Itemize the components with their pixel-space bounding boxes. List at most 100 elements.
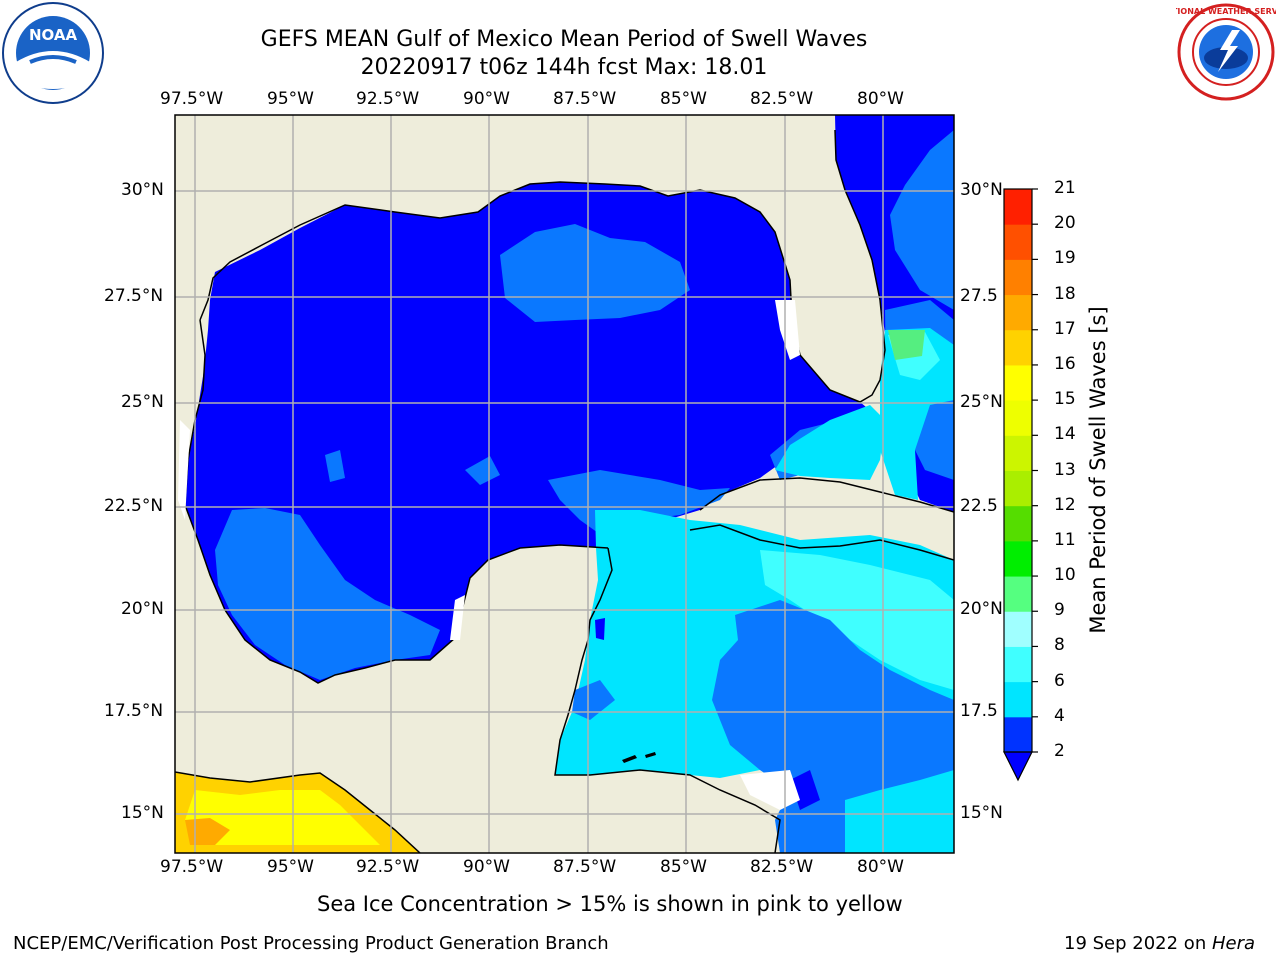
nodata-mexico-coast <box>178 420 190 520</box>
footer-timestamp: 19 Sep 2022 on Hera <box>1064 933 1255 954</box>
noaa-logo: NOAA <box>0 0 106 106</box>
colorbar-segment <box>1004 435 1032 471</box>
colorbar-tick-label: 13 <box>1054 459 1076 480</box>
sea-ice-note: Sea Ice Concentration > 15% is shown in … <box>317 892 903 916</box>
colorbar-segment <box>1004 716 1032 753</box>
pacific-yellow <box>185 790 380 845</box>
gulf-ocean <box>185 182 872 683</box>
caribbean-light <box>760 550 954 690</box>
caribbean-islands <box>622 752 656 763</box>
atlantic-patch-1 <box>890 130 954 310</box>
lon-label-top: 80°W <box>857 89 904 109</box>
colorbar-extend-arrow <box>1003 751 1033 782</box>
lat-label-left: 22.5°N <box>104 496 164 516</box>
yucatan-coastline <box>554 547 781 853</box>
colorbar-tick-label: 12 <box>1054 494 1076 515</box>
lat-label-left: 30°N <box>121 180 164 200</box>
lat-label-left: 20°N <box>121 599 164 619</box>
bahamas-cyan <box>880 328 954 500</box>
lat-label-left: 27.5°N <box>104 286 164 306</box>
pacific-coastline <box>175 771 421 853</box>
nws-logo-text: NATIONAL WEATHER SERVICE <box>1176 7 1276 16</box>
colorbar-tick-label: 18 <box>1054 283 1076 304</box>
colorbar-tick-label: 14 <box>1054 424 1076 445</box>
colorbar-segment <box>1004 540 1032 577</box>
colorbar-tick-label: 11 <box>1054 529 1076 550</box>
colorbar-tick-label: 17 <box>1054 318 1076 339</box>
lon-label-top: 97.5°W <box>160 89 224 109</box>
lat-label-right: 25°N <box>960 392 1003 412</box>
gulf-patch-west <box>215 508 440 680</box>
colorbar-segment <box>1004 611 1032 647</box>
colorbar-title-text: Mean Period of Swell Waves [s] <box>1086 306 1110 634</box>
colorbar-segment <box>1004 294 1032 331</box>
colorbar-tick-label: 9 <box>1054 600 1065 621</box>
lon-label-top: 95°W <box>267 89 314 109</box>
svg-text:NOAA: NOAA <box>29 26 78 44</box>
lon-label-bottom: 92.5°W <box>356 857 420 877</box>
lon-label-top: 90°W <box>463 89 510 109</box>
colorbar-tick-label: 16 <box>1054 353 1076 374</box>
lon-label-top: 82.5°W <box>750 89 814 109</box>
footer-date: 19 Sep 2022 on <box>1064 933 1212 954</box>
colorbar-tick-label: 21 <box>1054 178 1076 198</box>
gulf-patch-center <box>325 450 345 482</box>
colorbar-segment <box>1004 646 1032 683</box>
colorbar-segment <box>1004 400 1032 436</box>
lon-label-top: 87.5°W <box>553 89 617 109</box>
nodata-florida <box>775 300 800 360</box>
lat-label-right: 22.5 <box>960 496 998 516</box>
lon-label-top: 85°W <box>660 89 707 109</box>
nodata-yucatan <box>450 595 465 640</box>
colorbar-tick-label: 20 <box>1054 213 1076 234</box>
chart-subtitle: 20220917 t06z 144h fcst Max: 18.01 <box>360 55 768 80</box>
map-grid <box>175 115 954 853</box>
map-frame <box>174 114 955 854</box>
lon-label-bottom: 97.5°W <box>160 857 224 877</box>
chart-title: GEFS MEAN Gulf of Mexico Mean Period of … <box>260 27 868 52</box>
lon-label-bottom: 80°W <box>857 857 904 877</box>
lon-label-top: 92.5°W <box>356 89 420 109</box>
lon-label-bottom: 95°W <box>267 857 314 877</box>
lat-label-right: 20°N <box>960 599 1003 619</box>
colorbar-tick-label: 8 <box>1054 635 1065 656</box>
lon-label-bottom: 87.5°W <box>553 857 617 877</box>
lat-label-right: 17.5 <box>960 701 998 721</box>
colorbar-segment <box>1004 224 1032 260</box>
caribbean-deep-2 <box>595 618 605 640</box>
gulf-patch-yucatan <box>548 470 730 540</box>
colorbar-tick-label: 19 <box>1054 248 1076 269</box>
caribbean-blue-2 <box>572 680 615 720</box>
colorbar-segment <box>1004 259 1032 296</box>
cuba-coastline <box>689 477 954 561</box>
colorbar-tick-label: 10 <box>1054 565 1076 586</box>
lat-label-left: 25°N <box>121 392 164 412</box>
lon-label-bottom: 85°W <box>660 857 707 877</box>
lat-label-right: 15°N <box>960 803 1003 823</box>
colorbar-segment <box>1004 364 1032 401</box>
nws-logo: NATIONAL WEATHER SERVICE <box>1160 2 1280 102</box>
footer-host: Hera <box>1211 933 1255 954</box>
colorbar-segment <box>1004 329 1032 366</box>
footer-credit: NCEP/EMC/Verification Post Processing Pr… <box>13 933 609 954</box>
colorbar-tick-label: 4 <box>1054 705 1065 726</box>
bahamas-green <box>888 330 925 360</box>
west-coastline <box>184 319 609 684</box>
colorbar <box>1003 188 1038 782</box>
colorbar-segment <box>1004 470 1032 507</box>
caribbean-cyan-south <box>845 770 954 853</box>
colorbar-tick-label: 15 <box>1054 389 1076 410</box>
colorbar-segment <box>1004 189 1032 225</box>
lat-label-left: 17.5°N <box>104 701 164 721</box>
lat-label-right: 30°N <box>960 180 1003 200</box>
colorbar-segment <box>1004 681 1032 718</box>
florida-keys-cyan <box>775 405 885 480</box>
lon-label-bottom: 82.5°W <box>750 857 814 877</box>
colorbar-segment <box>1004 505 1032 542</box>
lon-label-bottom: 90°W <box>463 857 510 877</box>
lat-label-right: 27.5 <box>960 286 998 306</box>
lat-label-left: 15°N <box>121 803 164 823</box>
colorbar-segment <box>1004 576 1032 612</box>
pacific-orange <box>185 818 230 845</box>
